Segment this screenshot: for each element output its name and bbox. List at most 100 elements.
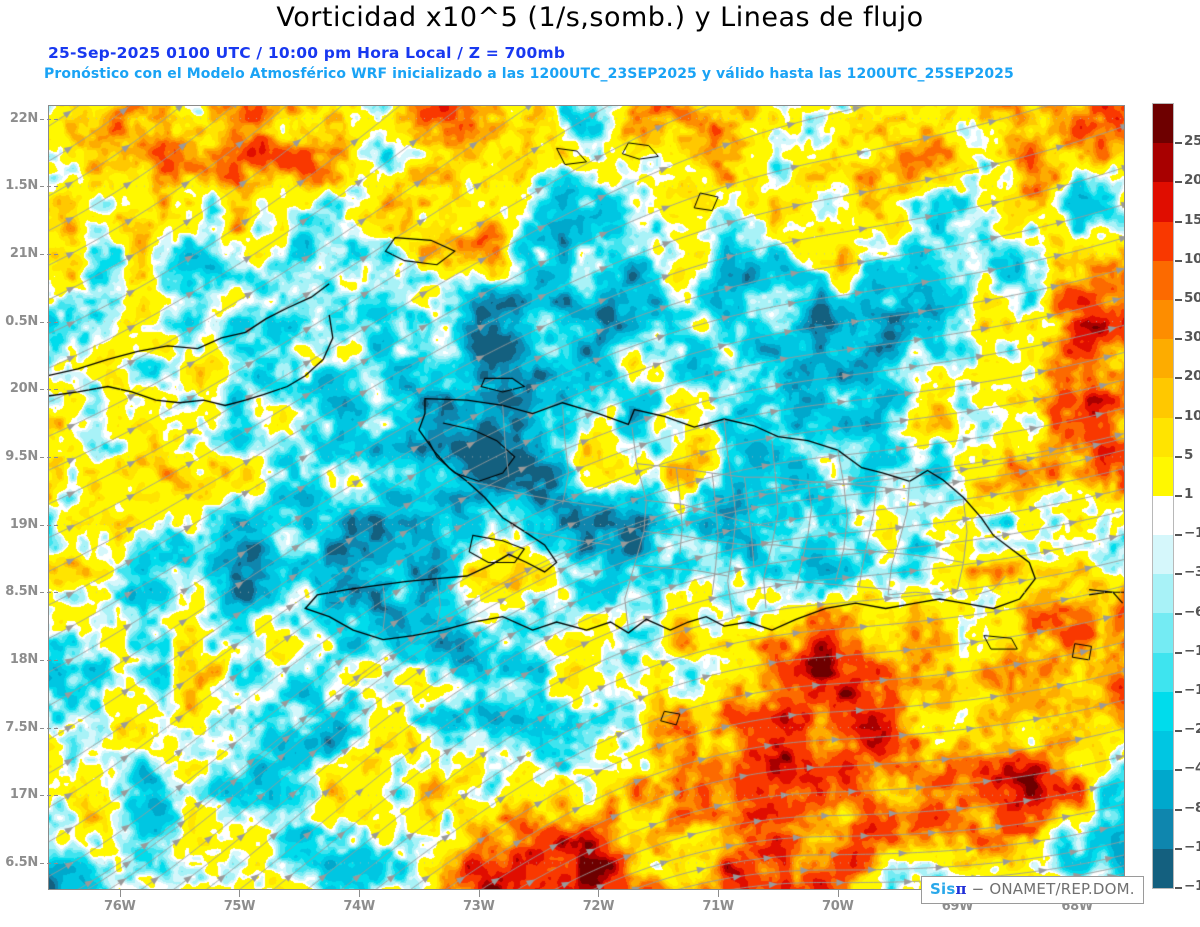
y-axis-tick bbox=[40, 118, 44, 120]
y-axis-label: 6.5N bbox=[5, 854, 38, 870]
colorbar-band bbox=[1153, 260, 1173, 300]
colorbar-tick bbox=[1175, 181, 1182, 184]
y-axis-tick bbox=[40, 659, 44, 661]
colorbar-tick-label: 50 bbox=[1184, 290, 1200, 306]
colorbar-tick-label: −18 bbox=[1184, 682, 1200, 698]
y-axis-label: 17N bbox=[9, 787, 38, 803]
credit-suffix: − ONAMET/REP.DOM. bbox=[971, 880, 1135, 898]
y-axis-tick bbox=[54, 321, 58, 323]
map-plot-area[interactable] bbox=[48, 105, 1125, 890]
colorbar-tick-label: 5 bbox=[1184, 446, 1194, 463]
forecast-description: Pronóstico con el Modelo Atmosférico WRF… bbox=[44, 66, 1014, 82]
colorbar-tick-label: 150 bbox=[1184, 211, 1200, 228]
y-axis-tick bbox=[47, 118, 51, 120]
colorbar-band bbox=[1153, 143, 1173, 183]
colorbar-tick-label: −3 bbox=[1184, 564, 1200, 581]
colorbar-tick-label: −42 bbox=[1184, 760, 1200, 777]
y-axis-label: 0.5N bbox=[5, 313, 38, 329]
x-axis-label: 74W bbox=[343, 899, 375, 914]
y-axis-tick bbox=[40, 186, 44, 188]
colorbar-band bbox=[1153, 731, 1173, 771]
y-axis-tick bbox=[54, 456, 58, 458]
y-axis-label: 9.5N bbox=[5, 448, 38, 464]
colorbar-tick-label: 10 bbox=[1184, 407, 1200, 424]
y-axis-tick bbox=[47, 727, 51, 729]
y-axis-label: 18N bbox=[9, 651, 38, 667]
x-axis-label: 75W bbox=[223, 899, 256, 914]
x-axis-label: 76W bbox=[104, 899, 136, 914]
y-axis-tick bbox=[47, 862, 51, 864]
colorbar-tick bbox=[1175, 299, 1182, 301]
y-axis-tick bbox=[40, 456, 44, 458]
colorbar-tick bbox=[1175, 495, 1182, 497]
y-axis-tick bbox=[47, 321, 51, 323]
y-axis-tick bbox=[54, 253, 58, 255]
y-axis-tick bbox=[54, 862, 58, 864]
colorbar-band bbox=[1153, 456, 1173, 496]
colorbar-tick-label: −160 bbox=[1184, 878, 1200, 894]
colorbar-tick bbox=[1175, 887, 1182, 889]
colorbar-band bbox=[1153, 182, 1173, 222]
y-axis-tick bbox=[47, 659, 51, 661]
colorbar-band bbox=[1153, 848, 1173, 888]
y-axis-tick bbox=[54, 186, 58, 188]
y-axis-tick bbox=[47, 186, 51, 188]
vorticity-field-canvas bbox=[48, 105, 1125, 890]
colorbar-tick-label: −12 bbox=[1184, 642, 1200, 659]
colorbar-tick bbox=[1175, 769, 1182, 772]
colorbar-tick bbox=[1175, 612, 1182, 615]
x-axis-label: 73W bbox=[463, 899, 495, 914]
colorbar-tick-label: 250 bbox=[1184, 133, 1200, 150]
y-axis-tick bbox=[54, 592, 58, 594]
colorbar-band bbox=[1153, 339, 1173, 379]
colorbar-band bbox=[1153, 574, 1173, 614]
colorbar-band bbox=[1153, 221, 1173, 261]
colorbar-band bbox=[1153, 652, 1173, 692]
colorbar-tick bbox=[1175, 808, 1182, 811]
y-axis-tick bbox=[54, 524, 58, 526]
y-axis-tick bbox=[40, 389, 44, 391]
colorbar-tick-label: 100 bbox=[1184, 250, 1200, 267]
colorbar-tick-label: −80 bbox=[1184, 799, 1200, 816]
forecast-subtitle: 25-Sep-2025 0100 UTC / 10:00 pm Hora Loc… bbox=[48, 44, 566, 62]
colorbar-band bbox=[1153, 535, 1173, 575]
colorbar-tick-label: 1 bbox=[1184, 486, 1194, 502]
colorbar-tick-label: −26 bbox=[1184, 721, 1200, 738]
colorbar-tick bbox=[1175, 847, 1182, 850]
x-axis-tick bbox=[718, 890, 720, 897]
y-axis-label: 20N bbox=[9, 381, 38, 397]
y-axis-label: 7.5N bbox=[5, 719, 38, 735]
colorbar-band bbox=[1153, 613, 1173, 653]
attribution-badge: Sisπ − ONAMET/REP.DOM. bbox=[921, 876, 1144, 904]
colorbar-tick bbox=[1175, 259, 1182, 262]
credit-prefix: Sis bbox=[930, 880, 956, 898]
y-axis-tick bbox=[40, 321, 44, 323]
colorbar-tick bbox=[1175, 142, 1182, 145]
colorbar-tick-label: −120 bbox=[1184, 838, 1200, 855]
colorbar-tick bbox=[1175, 455, 1182, 458]
colorbar-tick-label: −6 bbox=[1184, 603, 1200, 620]
x-axis-tick bbox=[598, 890, 600, 897]
y-axis-tick bbox=[40, 862, 44, 864]
colorbar-tick-label: 20 bbox=[1184, 368, 1200, 385]
y-axis-tick bbox=[47, 389, 51, 391]
colorbar-tick bbox=[1175, 220, 1182, 223]
colorbar-tick-label: 30 bbox=[1184, 329, 1200, 346]
colorbar-band bbox=[1153, 770, 1173, 810]
colorbar-band bbox=[1153, 378, 1173, 418]
y-axis-label: 8.5N bbox=[5, 584, 38, 600]
colorbar-band bbox=[1153, 691, 1173, 731]
y-axis-tick bbox=[47, 253, 51, 255]
y-axis-tick bbox=[47, 456, 51, 458]
y-axis-tick bbox=[54, 389, 58, 391]
colorbar-band bbox=[1153, 495, 1173, 536]
y-axis-tick bbox=[54, 795, 58, 797]
x-axis-tick bbox=[837, 890, 839, 897]
x-axis-tick bbox=[239, 890, 241, 897]
colorbar-tick bbox=[1175, 730, 1182, 733]
colorbar-tick-label: −1 bbox=[1184, 525, 1200, 542]
colorbar-tick bbox=[1175, 534, 1182, 537]
y-axis-tick bbox=[54, 118, 58, 120]
y-axis-label: 1.5N bbox=[5, 178, 38, 194]
y-axis-tick bbox=[40, 795, 44, 797]
